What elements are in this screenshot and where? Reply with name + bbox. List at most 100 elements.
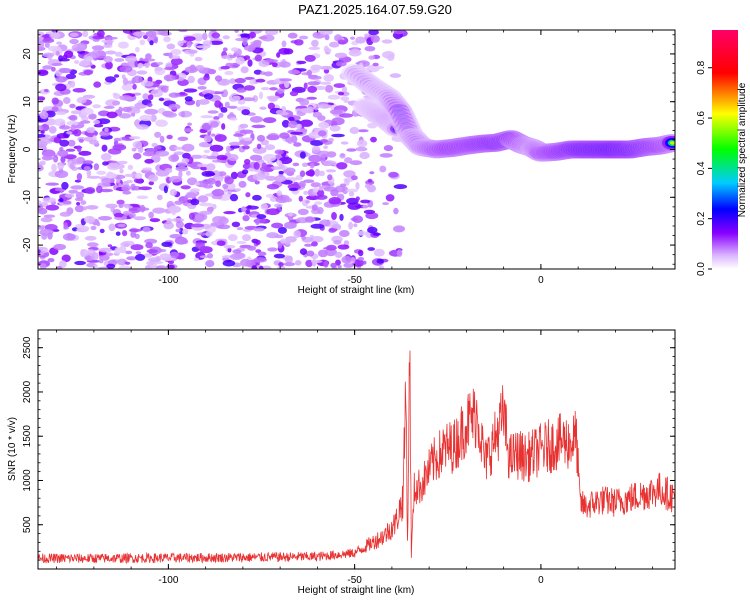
noise-blob (82, 94, 96, 99)
colorbar-tick-label: 0.4 (696, 161, 707, 175)
noise-blob (269, 87, 278, 91)
noise-blob (253, 257, 267, 263)
noise-blob (47, 258, 55, 263)
noise-blob (89, 127, 95, 133)
noise-blob (39, 263, 47, 269)
noise-blob (113, 137, 121, 142)
noise-blob (187, 75, 195, 84)
noise-blob (69, 80, 76, 88)
noise-blob (311, 241, 318, 247)
noise-blob (243, 137, 253, 141)
noise-blob (181, 158, 190, 164)
noise-blob (152, 207, 166, 214)
noise-blob (156, 194, 163, 201)
noise-blob (258, 36, 268, 40)
noise-blob (245, 205, 259, 210)
noise-blob (276, 190, 283, 196)
noise-blob (71, 158, 85, 165)
noise-blob (65, 148, 76, 152)
noise-blob (56, 41, 62, 45)
noise-blob (254, 180, 260, 185)
noise-blob (303, 82, 308, 90)
noise-blob (329, 125, 341, 132)
spectrogram-x-ticks: -100 -50 0 (56, 30, 654, 286)
noise-blob (158, 97, 165, 102)
noise-blob (63, 97, 71, 104)
spectrogram-y-label: Frequency (Hz) (7, 115, 18, 184)
snr-y-tick-label: 1500 (22, 425, 33, 448)
noise-blob (169, 189, 177, 196)
noise-blob (263, 153, 277, 162)
noise-blob (357, 129, 369, 133)
noise-blob (276, 88, 285, 94)
noise-blob (68, 189, 79, 194)
noise-blob (84, 215, 96, 224)
noise-blob (381, 39, 393, 44)
noise-blob (42, 38, 55, 43)
noise-blob (42, 197, 56, 203)
noise-blob (217, 224, 231, 230)
colorbar-ticks: 0.0 0.2 0.4 0.6 0.8 (696, 60, 712, 276)
noise-blob (311, 204, 318, 211)
noise-blob (318, 170, 325, 177)
noise-blob (242, 214, 250, 222)
noise-blob (262, 117, 277, 124)
noise-blob (132, 141, 143, 149)
noise-blob (337, 244, 350, 250)
noise-blob (209, 40, 224, 45)
noise-blob (278, 163, 285, 170)
noise-blob (363, 209, 376, 214)
snr-frame (37, 329, 676, 570)
noise-blob (303, 190, 309, 195)
noise-blob (59, 67, 72, 74)
noise-blob (296, 60, 307, 65)
noise-blob (243, 85, 256, 91)
noise-blob (293, 181, 299, 187)
noise-blob (96, 170, 107, 175)
noise-blob (108, 223, 116, 232)
noise-blob (229, 117, 238, 121)
noise-blob (292, 162, 300, 167)
noise-blob (331, 117, 345, 126)
noise-blob (107, 244, 113, 248)
noise-blob (78, 150, 92, 156)
noise-blob (331, 212, 337, 220)
noise-blob (206, 163, 216, 171)
noise-blob (207, 253, 214, 259)
noise-blob (38, 41, 44, 49)
noise-blob (355, 182, 360, 190)
noise-blob (93, 264, 98, 269)
noise-blob (336, 162, 348, 170)
noise-blob (300, 128, 308, 133)
noise-blob (267, 247, 278, 252)
noise-blob (131, 185, 142, 191)
noise-blob (190, 154, 203, 159)
snr-x-tick-label: -50 (347, 575, 362, 586)
noise-blob (393, 30, 405, 35)
noise-blob (323, 45, 330, 53)
noise-blob (51, 66, 56, 72)
noise-blob (294, 260, 302, 266)
noise-blob (280, 238, 287, 244)
noise-blob (69, 38, 79, 45)
noise-blob (308, 154, 323, 163)
noise-blob (115, 231, 121, 236)
noise-blob (271, 222, 284, 229)
noise-blob (229, 193, 239, 202)
noise-blob (86, 175, 101, 179)
noise-blob (247, 245, 257, 251)
noise-blob (135, 46, 140, 53)
noise-blob (168, 205, 182, 214)
noise-blob (99, 188, 114, 193)
noise-blob (154, 131, 162, 138)
noise-blob (144, 158, 154, 164)
noise-blob (66, 131, 73, 135)
noise-blob (174, 200, 184, 205)
noise-blob (266, 95, 280, 100)
noise-blob (244, 45, 256, 51)
noise-blob (222, 47, 228, 52)
noise-blob (222, 89, 228, 98)
noise-blob (40, 130, 45, 134)
noise-blob (323, 74, 335, 82)
noise-blob (367, 247, 376, 251)
